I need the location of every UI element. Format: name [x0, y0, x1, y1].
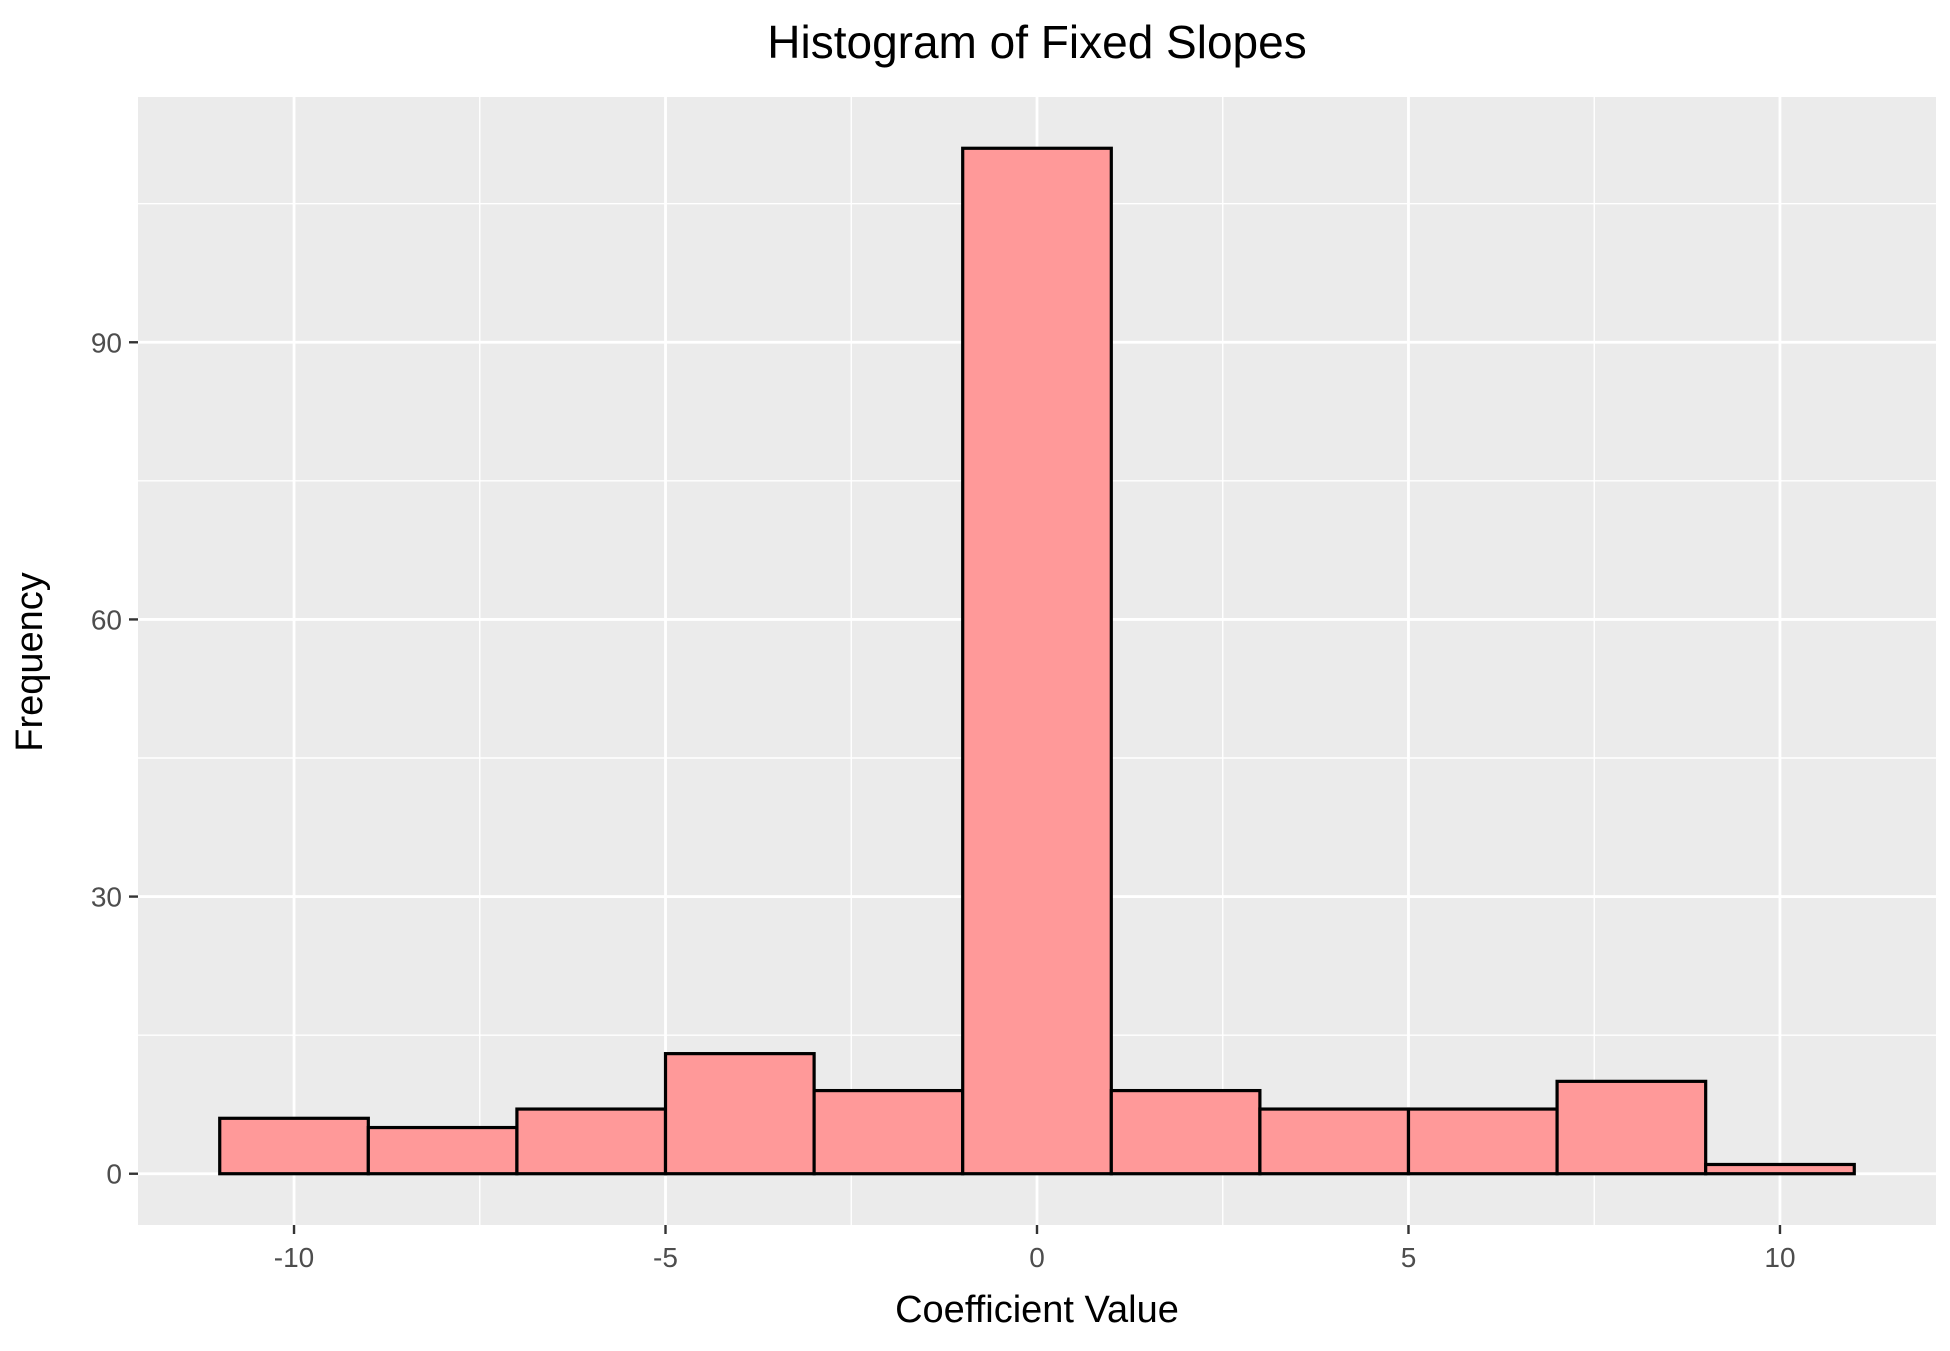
y-tick-label: 60	[91, 604, 122, 635]
y-tick-label: 90	[91, 327, 122, 358]
histogram-bar	[1109, 1088, 1262, 1176]
histogram-bar	[1406, 1107, 1559, 1176]
y-axis: 0 30 60 90	[91, 327, 138, 1190]
histogram-bar	[961, 146, 1113, 1176]
x-axis: -10 -5 0 5 10	[274, 1225, 1796, 1273]
x-axis-title: Coefficient Value	[895, 1289, 1179, 1331]
histogram-bar	[1555, 1079, 1708, 1176]
histogram-bar	[1704, 1162, 1856, 1176]
histogram-bar	[218, 1116, 370, 1176]
histogram-bars	[218, 146, 1856, 1176]
y-tick-label: 0	[106, 1159, 122, 1190]
x-tick-label: -10	[274, 1242, 314, 1273]
histogram-bar	[515, 1107, 668, 1176]
chart-title: Histogram of Fixed Slopes	[767, 16, 1306, 68]
histogram-bar	[812, 1088, 965, 1176]
x-tick-label: -5	[653, 1242, 678, 1273]
histogram-bar	[1258, 1107, 1411, 1176]
x-tick-label: 0	[1029, 1242, 1045, 1273]
x-tick-label: 5	[1401, 1242, 1417, 1273]
x-tick-label: 10	[1764, 1242, 1795, 1273]
y-axis-title: Frequency	[9, 572, 51, 752]
histogram-bar	[366, 1125, 519, 1176]
y-tick-label: 30	[91, 882, 122, 913]
histogram-bar	[663, 1052, 816, 1176]
